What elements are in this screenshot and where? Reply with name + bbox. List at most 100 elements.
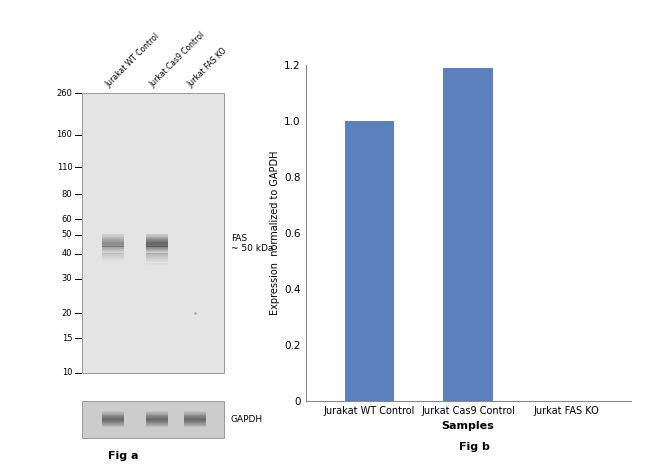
Bar [345, 121, 394, 401]
Bar [184, 420, 206, 421]
Bar [146, 236, 168, 237]
Bar [146, 252, 168, 253]
Text: 15: 15 [62, 334, 72, 343]
Bar [146, 260, 168, 261]
Text: 10: 10 [62, 368, 72, 377]
Bar [146, 242, 168, 243]
Bar [146, 238, 168, 239]
Bar [102, 251, 124, 252]
Bar [146, 240, 168, 241]
Bar [102, 418, 124, 419]
Bar [102, 417, 124, 418]
Bar [146, 417, 168, 418]
Bar [184, 421, 206, 422]
Bar [184, 413, 206, 414]
Text: Jurakat WT Control: Jurakat WT Control [104, 31, 162, 89]
Bar [146, 241, 168, 242]
Bar [102, 414, 124, 415]
Bar [146, 264, 168, 265]
Bar [102, 260, 124, 261]
Bar [102, 423, 124, 424]
Bar [184, 413, 206, 414]
Bar [146, 234, 168, 235]
Bar [146, 253, 168, 254]
Text: Fig a: Fig a [108, 452, 138, 461]
Bar [102, 248, 124, 249]
Bar [146, 243, 168, 244]
Bar [146, 262, 168, 263]
Bar [102, 245, 124, 246]
Text: Jurkat FAS KO: Jurkat FAS KO [186, 46, 229, 89]
Bar [102, 425, 124, 426]
Bar [146, 253, 168, 254]
Bar [102, 241, 124, 242]
Bar [146, 416, 168, 417]
Bar [146, 261, 168, 262]
Bar [102, 416, 124, 417]
Bar [102, 239, 124, 240]
Bar [102, 246, 124, 247]
Bar [146, 424, 168, 425]
Bar [146, 421, 168, 422]
Bar [102, 243, 124, 244]
Bar [146, 239, 168, 240]
Bar [102, 422, 124, 423]
Bar [146, 422, 168, 423]
Bar [102, 426, 124, 427]
Text: 260: 260 [57, 89, 72, 98]
Bar [146, 249, 168, 250]
Bar [184, 417, 206, 418]
Bar [184, 418, 206, 419]
Bar [184, 424, 206, 425]
Bar [146, 244, 168, 245]
Bar [102, 256, 124, 257]
Text: 20: 20 [62, 309, 72, 318]
Bar [102, 412, 124, 413]
Text: 160: 160 [57, 130, 72, 139]
Bar [102, 255, 124, 256]
Bar [102, 419, 124, 420]
Bar [102, 249, 124, 250]
Text: 80: 80 [62, 190, 72, 199]
Bar [102, 258, 124, 259]
Text: Jurkat Cas9 Control: Jurkat Cas9 Control [148, 30, 207, 89]
Bar [443, 68, 493, 401]
Bar [146, 415, 168, 416]
Bar [102, 242, 124, 243]
Bar [146, 244, 168, 245]
Bar [102, 235, 124, 236]
Bar [102, 237, 124, 238]
Bar [184, 426, 206, 427]
Bar [146, 412, 168, 413]
Bar [102, 240, 124, 241]
Bar [146, 420, 168, 421]
Bar [146, 411, 168, 412]
Text: Fig b: Fig b [459, 442, 490, 452]
Bar [102, 234, 124, 235]
Bar [82, 401, 224, 438]
Bar [102, 250, 124, 251]
Text: GAPDH: GAPDH [231, 415, 263, 424]
Bar [184, 415, 206, 416]
Bar [184, 423, 206, 424]
Bar [146, 414, 168, 415]
Bar [184, 425, 206, 426]
Bar [184, 411, 206, 412]
Bar [146, 255, 168, 256]
Bar [146, 245, 168, 246]
Bar [102, 413, 124, 414]
Bar [102, 424, 124, 425]
Bar [184, 412, 206, 413]
Bar [102, 236, 124, 237]
Bar [102, 421, 124, 422]
Bar [102, 247, 124, 248]
Bar [102, 252, 124, 253]
Bar [146, 257, 168, 258]
Bar [102, 415, 124, 416]
Bar [146, 419, 168, 420]
Bar [102, 254, 124, 255]
Bar [146, 251, 168, 252]
Bar [102, 411, 124, 412]
Text: 40: 40 [62, 249, 72, 258]
Bar [146, 237, 168, 238]
